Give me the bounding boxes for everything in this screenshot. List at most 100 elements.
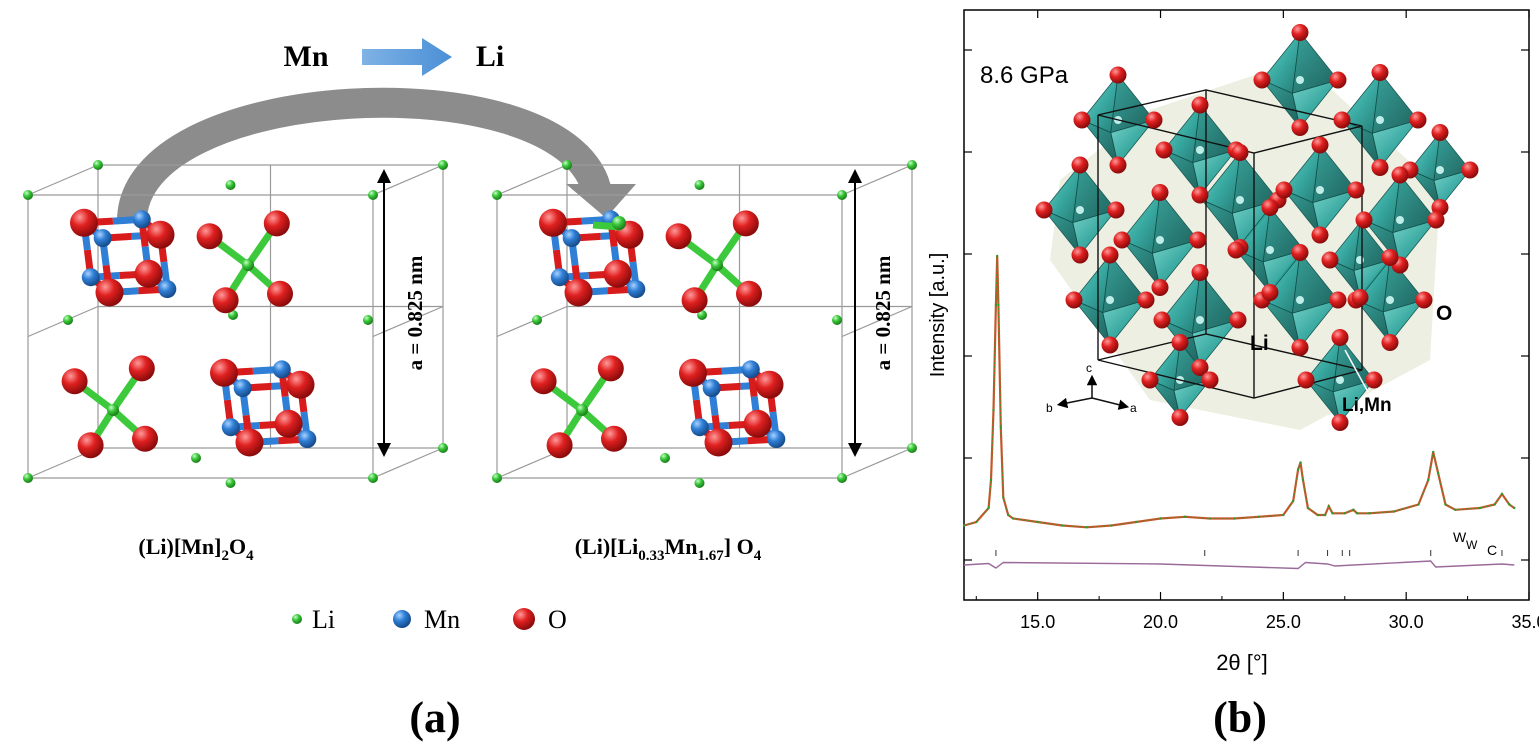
- limn-pointer: [1344, 349, 1369, 393]
- axis-triad-icon: [1056, 374, 1130, 410]
- oxygen-atom: [1109, 156, 1127, 174]
- limn-atom: [1356, 256, 1364, 264]
- mn-atom: [132, 210, 151, 229]
- li-atom: [492, 473, 502, 483]
- oxygen-atom: [1291, 339, 1309, 356]
- formula-left: (Li)[Mn]2O4: [138, 534, 254, 564]
- oxygen-atom: [1321, 251, 1339, 269]
- oxygen-atom: [1113, 231, 1131, 249]
- observed-point: [1061, 524, 1064, 527]
- o-atom: [597, 355, 624, 382]
- transfer-arrow-icon: [362, 38, 452, 76]
- observed-point: [1007, 513, 1010, 517]
- oxygen-atom: [1137, 291, 1155, 309]
- oxygen-atom: [1261, 199, 1279, 216]
- formula-right: (Li)[Li0.33Mn1.67] O4: [575, 534, 762, 564]
- panel-label-a: (a): [409, 693, 460, 742]
- oxygen-atom: [1153, 311, 1171, 329]
- o-atom: [267, 280, 293, 307]
- panel-b: 15.0 20.0 25.0 30.0 35.0 Intensity [a.u.] 2θ…: [927, 9, 1539, 742]
- oxygen-atom: [1291, 119, 1309, 136]
- observed-point: [1257, 515, 1260, 518]
- li-atom: [907, 443, 917, 453]
- cell-edge: [841, 447, 913, 479]
- panel-label-b: (b): [1213, 693, 1267, 742]
- oxygen-atom: [1071, 246, 1089, 264]
- o-atom: [755, 370, 784, 399]
- observed-point: [1085, 526, 1089, 529]
- oxygen-atom: [1229, 311, 1247, 329]
- mn-atom: [562, 229, 581, 248]
- observed-point: [1110, 524, 1113, 527]
- oxygen-atom: [1333, 111, 1351, 129]
- o-atom: [546, 432, 573, 459]
- legend-li-label: Li: [312, 605, 335, 634]
- observed-point: [1500, 492, 1504, 496]
- oxygen-atom: [1347, 181, 1365, 199]
- observed-point: [1427, 478, 1430, 482]
- observed-point: [1323, 513, 1327, 517]
- oxygen-atom: [1201, 371, 1219, 389]
- mn-atom: [767, 430, 786, 449]
- mn-atom: [272, 360, 291, 379]
- oxygen-atom: [1427, 211, 1445, 229]
- li-atom: [832, 315, 842, 325]
- li-atom: [492, 190, 502, 200]
- o-atom: [564, 278, 593, 307]
- o-atom: [235, 428, 264, 457]
- mn-atom: [702, 379, 721, 398]
- observed-point: [1282, 513, 1285, 517]
- observed-point: [1431, 450, 1435, 454]
- cell-edge: [496, 305, 568, 338]
- o-atom: [61, 368, 88, 395]
- mn-atom: [93, 229, 112, 248]
- diffraction-pattern: [962, 254, 1516, 570]
- limn-atom: [1156, 236, 1164, 244]
- cell-edge: [27, 164, 99, 196]
- limn-atom: [1296, 296, 1304, 304]
- o-atom: [286, 370, 315, 399]
- oxygen-atom: [1231, 144, 1249, 161]
- o-atom: [77, 432, 104, 459]
- observed-point: [1327, 505, 1330, 508]
- oxygen-atom: [1291, 24, 1309, 41]
- o-atom: [134, 259, 163, 288]
- legend-li-icon: [292, 614, 302, 624]
- li-atom: [438, 443, 448, 453]
- observed-point: [1011, 517, 1015, 520]
- x-tick-label: 20.0: [1143, 612, 1178, 632]
- oxygen-atom: [1331, 329, 1349, 346]
- li-atom: [225, 478, 236, 488]
- limn-atom: [1236, 196, 1244, 204]
- o-atom: [274, 409, 303, 438]
- o-atom: [603, 259, 632, 288]
- octahedron-face: [1102, 299, 1148, 346]
- li-atom: [242, 259, 254, 271]
- mn-atom: [550, 268, 569, 287]
- dimension-label-right: a = 0.825 nm: [871, 255, 895, 370]
- li-atom: [694, 180, 705, 190]
- o-atom: [128, 355, 155, 382]
- unit-cell-left: [23, 160, 448, 488]
- observed-point: [1159, 517, 1162, 520]
- axis-c-label: c: [1086, 361, 1092, 375]
- observed-point: [999, 426, 1003, 429]
- octahedron-face: [1332, 379, 1376, 424]
- legend-mn-icon: [393, 610, 411, 628]
- oxygen-atom: [1065, 291, 1083, 309]
- octahedron-face: [1382, 299, 1426, 344]
- observed-point: [1454, 508, 1457, 511]
- oxygen-atom: [1351, 289, 1369, 306]
- mn-atom: [690, 418, 709, 437]
- observed-point: [1291, 499, 1295, 503]
- octahedron-face: [1353, 259, 1392, 299]
- li-atom: [532, 315, 542, 325]
- observed-point: [1316, 513, 1319, 517]
- curved-transfer-arrowhead-icon: [566, 184, 636, 218]
- x-tick-label: 35.0: [1511, 612, 1539, 632]
- o-atom: [70, 208, 98, 237]
- dimension-label-left: a = 0.825 nm: [403, 255, 427, 370]
- oxygen-atom: [1141, 371, 1159, 389]
- limn-atom: [1396, 216, 1404, 224]
